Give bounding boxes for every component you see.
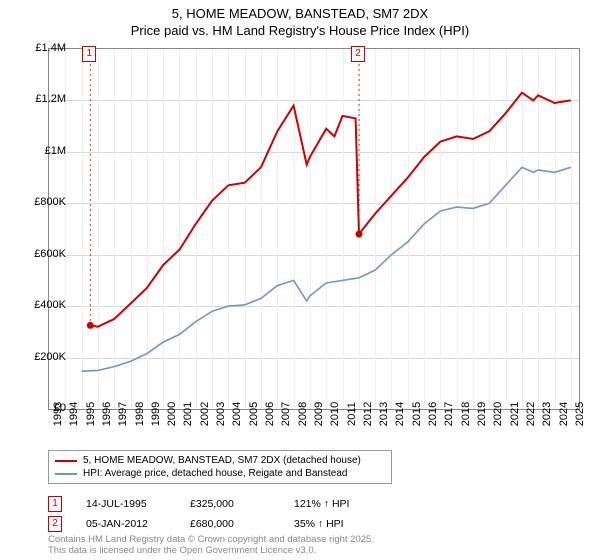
- marker-flag: 2: [351, 46, 365, 62]
- transaction-date: 14-JUL-1995: [86, 498, 166, 510]
- legend-label: HPI: Average price, detached house, Reig…: [83, 468, 347, 479]
- transaction-delta: 35% ↑ HPI: [294, 518, 374, 530]
- credit-line-1: Contains HM Land Registry data © Crown c…: [48, 534, 374, 545]
- title-line-1: 5, HOME MEADOW, BANSTEAD, SM7 2DX: [0, 6, 600, 23]
- legend: 5, HOME MEADOW, BANSTEAD, SM7 2DX (detac…: [48, 450, 392, 484]
- legend-swatch: [55, 460, 77, 462]
- chart-container: 5, HOME MEADOW, BANSTEAD, SM7 2DX Price …: [0, 0, 600, 560]
- transaction-date: 05-JAN-2012: [86, 518, 166, 530]
- transaction-row: 2 05-JAN-2012 £680,000 35% ↑ HPI: [48, 514, 374, 534]
- legend-swatch: [55, 473, 77, 475]
- credit-text: Contains HM Land Registry data © Crown c…: [48, 534, 374, 557]
- series-hpi: [82, 167, 571, 371]
- transaction-row: 1 14-JUL-1995 £325,000 121% ↑ HPI: [48, 494, 374, 514]
- transaction-marker: 1: [48, 496, 62, 512]
- credit-line-2: This data is licensed under the Open Gov…: [48, 545, 374, 556]
- plot-area: [48, 48, 580, 410]
- transaction-marker: 2: [48, 516, 62, 532]
- transaction-delta: 121% ↑ HPI: [294, 498, 374, 510]
- title-block: 5, HOME MEADOW, BANSTEAD, SM7 2DX Price …: [0, 0, 600, 40]
- title-line-2: Price paid vs. HM Land Registry's House …: [0, 23, 600, 40]
- series-price_paid: [90, 93, 571, 327]
- legend-row: 5, HOME MEADOW, BANSTEAD, SM7 2DX (detac…: [55, 454, 385, 467]
- transactions-table: 1 14-JUL-1995 £325,000 121% ↑ HPI 2 05-JAN-20…: [48, 494, 374, 534]
- transaction-price: £325,000: [190, 498, 270, 510]
- legend-label: 5, HOME MEADOW, BANSTEAD, SM7 2DX (detac…: [83, 455, 361, 466]
- transaction-price: £680,000: [190, 518, 270, 530]
- line-layer: [49, 49, 579, 409]
- marker-flag: 1: [82, 46, 96, 62]
- legend-row: HPI: Average price, detached house, Reig…: [55, 467, 385, 480]
